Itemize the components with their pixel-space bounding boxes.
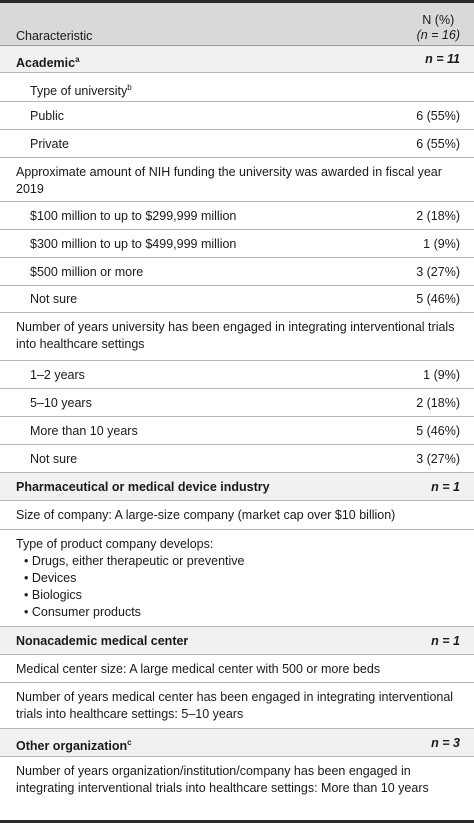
table-row: $300 million to up to $499,999 million 1… — [0, 230, 474, 258]
header-count: N (%) (n = 16) — [417, 13, 460, 43]
section-academic: Academica n = 11 — [0, 46, 474, 73]
row-type-university: Type of universityb — [0, 73, 474, 102]
product-list: Drugs, either therapeutic or preventive … — [16, 553, 458, 621]
section-label: Academica — [16, 55, 80, 70]
table-row: 1–2 years 1 (9%) — [0, 361, 474, 389]
row-center-size: Medical center size: A large medical cen… — [0, 655, 474, 683]
table-row: More than 10 years 5 (46%) — [0, 417, 474, 445]
row-years-engaged: Number of years university has been enga… — [0, 313, 474, 361]
section-n: n = 11 — [425, 52, 460, 66]
section-other: Other organizationc n = 3 — [0, 729, 474, 757]
list-item: Drugs, either therapeutic or preventive — [24, 553, 458, 570]
list-item: Devices — [24, 570, 458, 587]
table-row: Public 6 (55%) — [0, 102, 474, 130]
row-company-size: Size of company: A large-size company (m… — [0, 501, 474, 530]
header-count-n: (n = 16) — [416, 28, 460, 42]
table-row: Private 6 (55%) — [0, 130, 474, 158]
section-pharma: Pharmaceutical or medical device industr… — [0, 473, 474, 501]
section-nonacademic: Nonacademic medical center n = 1 — [0, 627, 474, 655]
row-nih-funding: Approximate amount of NIH funding the un… — [0, 158, 474, 202]
table-row: Not sure 3 (27%) — [0, 445, 474, 473]
row-product-types: Type of product company develops: Drugs,… — [0, 530, 474, 627]
row-other-years: Number of years organization/institution… — [0, 757, 474, 823]
table-row: $500 million or more 3 (27%) — [0, 258, 474, 286]
table-row: $100 million to up to $299,999 million 2… — [0, 202, 474, 230]
list-item: Consumer products — [24, 604, 458, 621]
table-row: Not sure 5 (46%) — [0, 286, 474, 313]
row-center-years: Number of years medical center has been … — [0, 683, 474, 729]
list-item: Biologics — [24, 587, 458, 604]
header-count-label: N (%) — [422, 13, 455, 27]
header-characteristic: Characteristic — [16, 29, 93, 43]
table-row: 5–10 years 2 (18%) — [0, 389, 474, 417]
table-header: Characteristic N (%) (n = 16) — [0, 3, 474, 46]
